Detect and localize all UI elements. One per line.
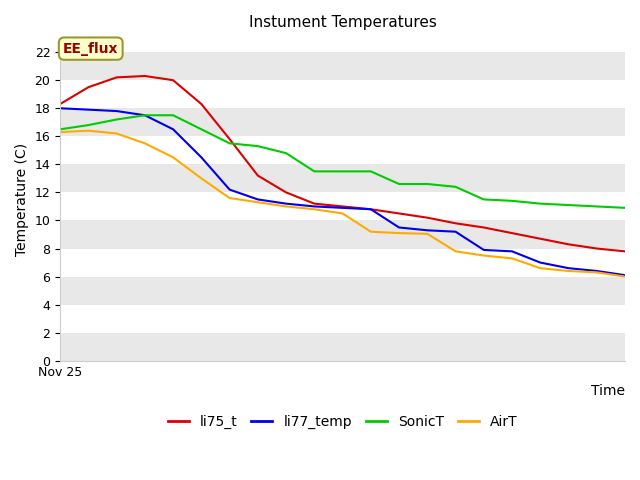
SonicT xyxy=(536,201,544,206)
Bar xyxy=(60,108,625,136)
li77_temp xyxy=(282,201,290,206)
AirT xyxy=(141,141,148,146)
Bar xyxy=(60,276,625,305)
li77_temp xyxy=(593,268,600,274)
AirT xyxy=(198,176,205,181)
SonicT xyxy=(339,168,346,174)
li75_t xyxy=(564,241,572,247)
SonicT xyxy=(84,122,92,128)
li75_t xyxy=(254,173,262,179)
li75_t xyxy=(396,211,403,216)
X-axis label: Time: Time xyxy=(591,384,625,398)
li77_temp xyxy=(508,249,516,254)
li77_temp xyxy=(396,225,403,230)
Bar xyxy=(60,164,625,192)
Title: Instument Temperatures: Instument Temperatures xyxy=(248,15,436,30)
Line: li75_t: li75_t xyxy=(60,76,625,252)
li75_t xyxy=(84,84,92,90)
li75_t xyxy=(141,73,148,79)
li75_t xyxy=(310,201,318,206)
li75_t xyxy=(508,230,516,236)
Line: AirT: AirT xyxy=(60,131,625,276)
AirT xyxy=(480,252,488,258)
li75_t xyxy=(282,190,290,195)
SonicT xyxy=(508,198,516,204)
li77_temp xyxy=(480,247,488,253)
li77_temp xyxy=(170,126,177,132)
li77_temp xyxy=(339,205,346,211)
li75_t xyxy=(424,215,431,220)
li77_temp xyxy=(367,206,374,212)
SonicT xyxy=(226,141,234,146)
Y-axis label: Temperature (C): Temperature (C) xyxy=(15,143,29,256)
Bar xyxy=(60,52,625,80)
AirT xyxy=(254,199,262,205)
AirT xyxy=(593,269,600,275)
Text: EE_flux: EE_flux xyxy=(63,42,118,56)
AirT xyxy=(226,195,234,201)
AirT xyxy=(621,274,629,279)
li77_temp xyxy=(254,196,262,202)
li77_temp xyxy=(536,260,544,265)
AirT xyxy=(564,268,572,274)
Bar xyxy=(60,220,625,249)
AirT xyxy=(339,211,346,216)
Line: SonicT: SonicT xyxy=(60,115,625,208)
SonicT xyxy=(396,181,403,187)
SonicT xyxy=(424,181,431,187)
Line: li77_temp: li77_temp xyxy=(60,108,625,275)
SonicT xyxy=(310,168,318,174)
SonicT xyxy=(170,112,177,118)
SonicT xyxy=(113,117,120,122)
li75_t xyxy=(536,236,544,241)
Bar xyxy=(60,333,625,361)
AirT xyxy=(84,128,92,133)
AirT xyxy=(367,229,374,235)
SonicT xyxy=(621,205,629,211)
AirT xyxy=(113,131,120,136)
SonicT xyxy=(254,143,262,149)
li75_t xyxy=(226,136,234,142)
AirT xyxy=(536,265,544,271)
li75_t xyxy=(113,74,120,80)
SonicT xyxy=(282,150,290,156)
li77_temp xyxy=(141,112,148,118)
SonicT xyxy=(198,126,205,132)
AirT xyxy=(396,230,403,236)
SonicT xyxy=(452,184,460,190)
li77_temp xyxy=(310,204,318,209)
li77_temp xyxy=(621,272,629,278)
AirT xyxy=(452,249,460,254)
li77_temp xyxy=(226,187,234,192)
li75_t xyxy=(56,101,64,107)
SonicT xyxy=(367,168,374,174)
li77_temp xyxy=(198,155,205,160)
li77_temp xyxy=(56,106,64,111)
li75_t xyxy=(198,101,205,107)
AirT xyxy=(508,255,516,261)
li77_temp xyxy=(564,265,572,271)
SonicT xyxy=(56,126,64,132)
li75_t xyxy=(452,220,460,226)
AirT xyxy=(282,204,290,209)
AirT xyxy=(310,206,318,212)
AirT xyxy=(170,155,177,160)
li77_temp xyxy=(84,107,92,112)
AirT xyxy=(56,129,64,135)
SonicT xyxy=(564,202,572,208)
li77_temp xyxy=(452,229,460,235)
li75_t xyxy=(170,77,177,83)
li75_t xyxy=(480,225,488,230)
AirT xyxy=(424,231,431,237)
SonicT xyxy=(593,204,600,209)
SonicT xyxy=(480,196,488,202)
Legend: li75_t, li77_temp, SonicT, AirT: li75_t, li77_temp, SonicT, AirT xyxy=(163,409,523,435)
li75_t xyxy=(339,204,346,209)
li75_t xyxy=(367,206,374,212)
SonicT xyxy=(141,112,148,118)
li77_temp xyxy=(424,228,431,233)
li75_t xyxy=(593,246,600,252)
li77_temp xyxy=(113,108,120,114)
li75_t xyxy=(621,249,629,254)
